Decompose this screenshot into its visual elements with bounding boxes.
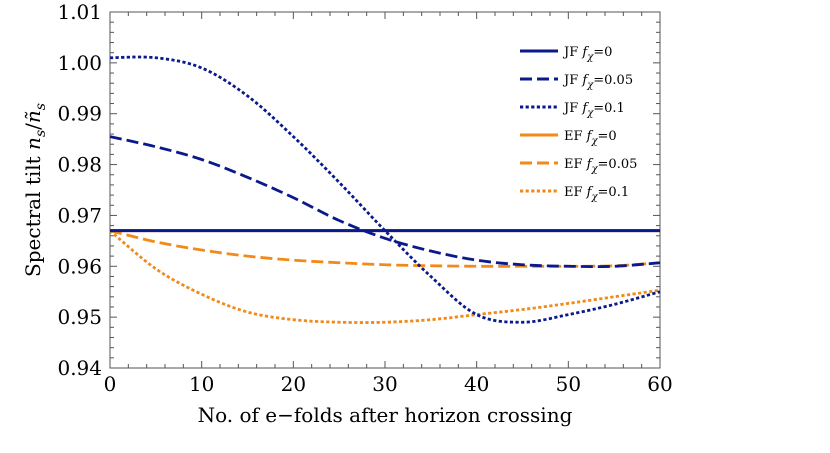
- legend: JF fχ=0 JF fχ=0.05 JF fχ=0.1 EF fχ=0 EF fχ=0…: [520, 45, 637, 203]
- y-tick-label: 0.99: [57, 102, 102, 126]
- x-axis-title: No. of e−folds after horizon crossing: [198, 403, 573, 427]
- x-tick-label: 60: [647, 372, 672, 396]
- y-axis-title-prefix: Spectral tilt: [21, 150, 45, 277]
- y-axis-title-s2: s: [33, 103, 49, 110]
- y-tick-label: 0.97: [57, 203, 102, 227]
- legend-label-2: JF fχ=0.1: [562, 101, 625, 119]
- x-tick-label: 0: [104, 372, 117, 396]
- y-tick-label: 0.96: [57, 254, 102, 278]
- series-line-1: [109, 135, 661, 269]
- y-tick-label: 0.98: [57, 153, 102, 177]
- x-tick-label: 30: [372, 372, 397, 396]
- x-tick-label: 20: [281, 372, 306, 396]
- legend-label-5: EF fχ=0.1: [564, 185, 629, 203]
- y-axis-title: Spectral tilt ns/ñs: [21, 103, 49, 277]
- x-tick-label: 10: [189, 372, 214, 396]
- series-line-2: [109, 55, 661, 324]
- y-axis-title-slash: /: [21, 123, 45, 130]
- y-axis-title-n2: ñ: [21, 110, 45, 123]
- legend-label-1: JF fχ=0.05: [562, 73, 633, 91]
- axis-ticks: [109, 11, 661, 369]
- y-tick-label: 0.94: [57, 356, 102, 380]
- y-tick-label: 0.95: [57, 305, 102, 329]
- legend-label-0: JF fχ=0: [562, 45, 612, 63]
- y-tick-label: 1.00: [57, 51, 102, 75]
- x-tick-label: 50: [556, 372, 581, 396]
- y-tick-label: 1.01: [57, 0, 102, 24]
- legend-label-4: EF fχ=0.05: [564, 157, 637, 175]
- x-tick-label: 40: [464, 372, 489, 396]
- legend-label-3: EF fχ=0: [564, 129, 617, 147]
- series-line-4: [109, 229, 661, 268]
- series-lines: [109, 55, 661, 324]
- y-axis-title-n1: n: [21, 137, 45, 150]
- y-axis-title-s1: s: [33, 130, 49, 137]
- series-line-5: [109, 229, 661, 324]
- axis-tick-labels: 0 10 20 30 40 50 60 0.94 0.95 0.96 0.97 0.98 0.99 1.0…: [57, 0, 672, 396]
